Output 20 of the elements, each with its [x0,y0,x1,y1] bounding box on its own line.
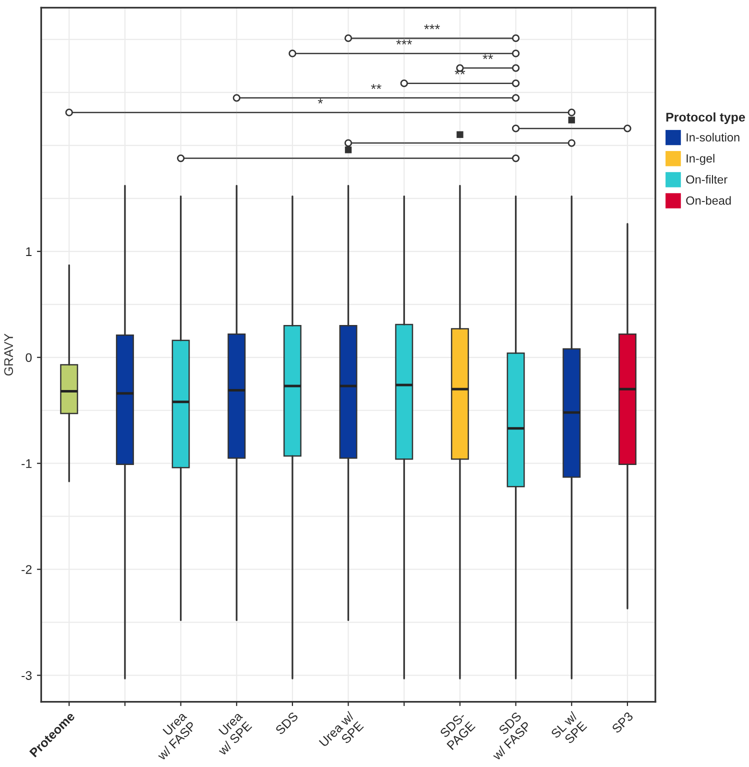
annotation: ** [371,84,382,89]
annotation: ■ [456,131,464,138]
x-tick-label: SP3 [611,711,634,734]
annotation: ■ [344,146,352,154]
annotation: * [318,98,323,104]
legend-title: Protocol type [666,112,745,124]
y-tick-label: -3 [22,671,32,680]
annotation: ■ [568,116,575,124]
y-tick-label: 0 [26,353,32,362]
legend-label: In-solution [686,132,740,142]
annotation: ** [482,54,494,60]
y-tick-label: -2 [22,565,32,574]
annotation: *** [396,40,412,45]
y-tick-label: 1 [26,247,32,256]
y-axis-title: GRAVY [4,334,14,376]
y-tick-label: -1 [22,459,32,468]
legend-label: On-filter [686,175,728,184]
annotation: *** [424,24,440,30]
legend-label: On-bead [686,196,731,205]
legend-label: In-gel [686,154,714,165]
